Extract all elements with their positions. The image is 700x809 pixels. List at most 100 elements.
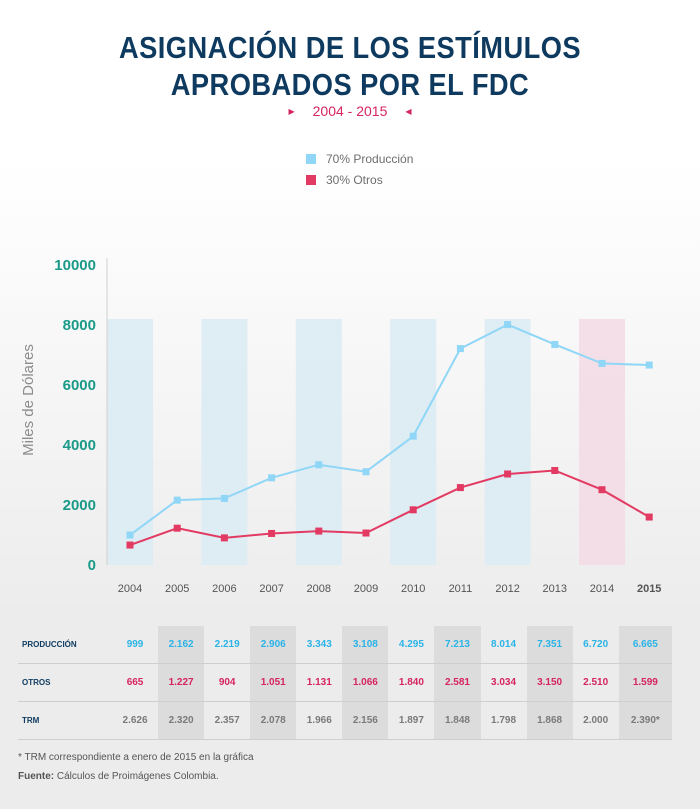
table-cell: 1.131 [296,663,343,702]
table-cell: 1.798 [480,701,527,740]
data-point [551,340,559,348]
x-tick-label: 2012 [495,583,519,595]
data-point [362,468,370,476]
y-tick-label: 6000 [63,377,96,394]
series-line-0 [129,323,650,536]
x-ticks: 2004 2005 2006 2007 2008 2009 2010 2011 2012 2013… [118,583,662,595]
data-point [268,474,276,482]
table-cell: 3.343 [296,626,343,664]
year-band-2010 [390,319,437,565]
table-cell: 2.357 [204,701,251,740]
data-point [220,534,228,542]
source-note: Fuente: Cálculos de Proimágenes Colombia… [18,771,219,782]
x-tick-label: 2007 [259,583,283,595]
data-point [551,467,559,474]
y-tick-label: 10000 [54,257,96,274]
table-cell: 2.078 [250,701,297,740]
table-cell: 1.227 [158,663,205,702]
footnote: * TRM correspondiente a enero de 2015 en… [18,752,254,763]
legend-item-otros: 30% Otros [306,173,383,187]
data-point [504,470,512,478]
table-cell: 1.840 [388,663,435,702]
y-tick-label: 8000 [63,317,96,334]
source-label: Fuente: [18,771,55,782]
x-tick-label: 2010 [401,583,425,595]
y-tick-label: 0 [88,557,96,574]
table-cell: 2.156 [342,701,389,740]
data-point [268,529,276,537]
subtitle-text: 2004 - 2015 [312,103,388,119]
data-point [315,461,323,469]
left-triangle-icon: ◀ [405,107,412,116]
table-cell: 2.162 [158,626,205,664]
data-table: PRODUCCIÓN 999 2.162 2.219 2.906 3.343 3.108 4.… [18,626,672,740]
title-line-2: APROBADOS POR EL FDC [170,67,530,102]
table-cell: 3.150 [526,663,573,702]
right-triangle-icon: ▶ [288,107,295,116]
data-point [456,484,464,492]
data-point [598,359,606,367]
table-cell: 2.390* [618,701,672,740]
year-band-2012 [484,319,531,565]
table-row: OTROS 665 1.227 904 1.051 1.131 1.066 1.840 2.58… [18,663,672,702]
table-cell: 999 [112,626,159,664]
series-lines [126,321,653,549]
year-band-2008 [295,319,342,565]
table-cell: 904 [204,663,251,702]
data-point [362,529,370,537]
x-tick-label: 2009 [354,583,378,595]
y-tick-label: 4000 [63,437,96,454]
source-text: Cálculos de Proimágenes Colombia. [54,771,219,782]
data-point [504,321,512,329]
y-tick-label: 2000 [63,497,96,514]
table-cell: 1.848 [434,701,481,740]
table-cell: 2.626 [112,701,159,740]
table-cell: 2.320 [158,701,205,740]
title-line-1: ASIGNACIÓN DE LOS ESTÍMULOS [118,30,582,65]
x-tick-label: 2006 [212,583,236,595]
table-row: PRODUCCIÓN 999 2.162 2.219 2.906 3.343 3.108 4.… [18,626,672,664]
y-ticks: 0 2000 4000 6000 8000 10000 [54,257,96,574]
x-tick-label: 2005 [165,583,189,595]
data-point [409,506,417,514]
x-tick-label: 2015 [637,583,661,595]
x-tick-label: 2004 [118,583,142,595]
table-cell: 3.034 [480,663,527,702]
data-point [456,345,464,353]
year-bands [107,319,625,565]
table-cell: 6.720 [572,626,619,664]
table-cell: 3.108 [342,626,389,664]
table-cell: 4.295 [388,626,435,664]
table-row: TRM 2.626 2.320 2.357 2.078 1.966 2.156 1.897 1.… [18,701,672,740]
x-tick-label: 2014 [590,583,614,595]
data-point [220,494,228,502]
data-point [173,524,181,532]
data-point [126,541,134,549]
table-cell: 1.066 [342,663,389,702]
table-cell: 1.868 [526,701,573,740]
legend-label-produccion: 70% Producción [326,152,414,166]
table-cell: 1.897 [388,701,435,740]
table-cell: 2.581 [434,663,481,702]
x-tick-label: 2008 [307,583,331,595]
table-cell: 2.510 [572,663,619,702]
x-tick-label: 2013 [543,583,567,595]
data-point [409,432,417,440]
legend-swatch-produccion [306,154,316,164]
legend-swatch-otros [306,175,316,185]
data-point [645,513,653,521]
table-cell: 1.051 [250,663,297,702]
legend-label-otros: 30% Otros [326,173,383,187]
table-cell: 2.000 [572,701,619,740]
x-tick-label: 2011 [449,583,473,595]
year-band-2004 [107,319,153,565]
table-cell: 6.665 [618,626,672,664]
table-cell: 1.966 [296,701,343,740]
data-point [315,527,323,535]
table-cell: 2.219 [204,626,251,664]
year-band-2006 [201,319,248,565]
data-point [645,361,653,369]
series-line-1 [129,469,650,546]
data-point [126,531,134,539]
